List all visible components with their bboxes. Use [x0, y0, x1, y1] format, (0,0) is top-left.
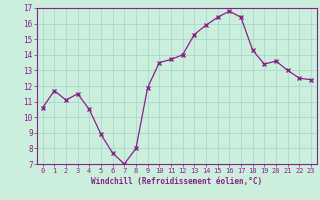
X-axis label: Windchill (Refroidissement éolien,°C): Windchill (Refroidissement éolien,°C)	[91, 177, 262, 186]
